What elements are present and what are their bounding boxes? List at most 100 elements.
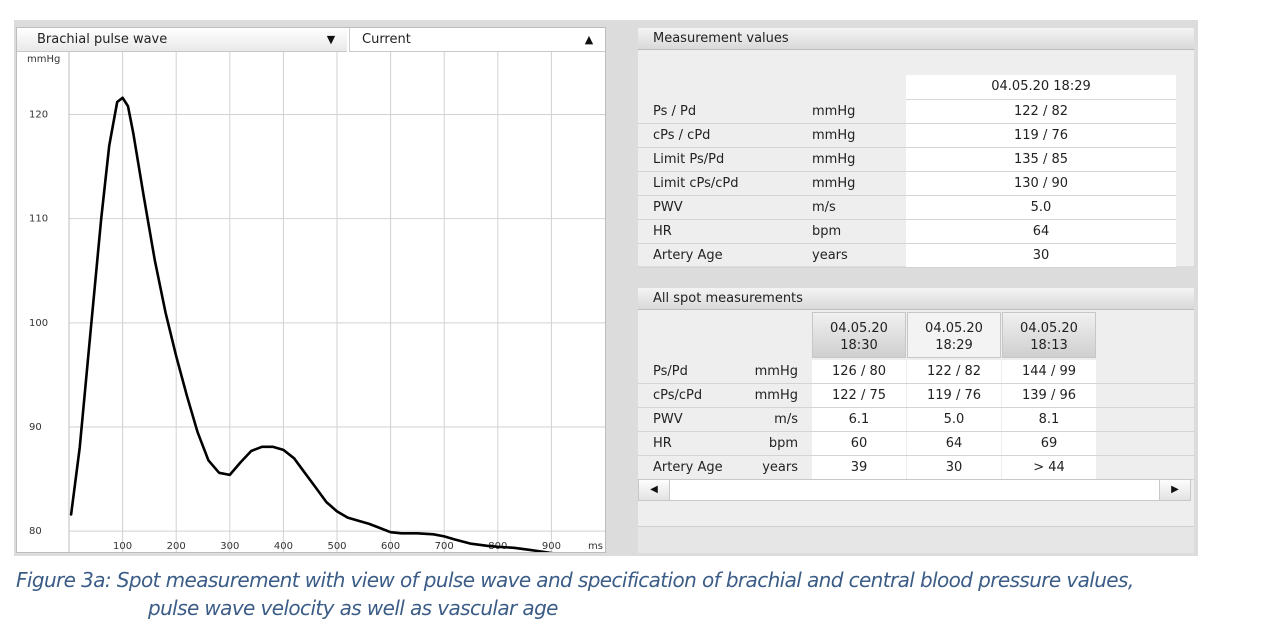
spot-label: cPs/cPd [653, 388, 703, 403]
spot-value: 30 [907, 456, 1001, 479]
chevron-up-icon[interactable]: ▲ [584, 33, 594, 46]
spot-value: 8.1 [1002, 408, 1096, 431]
measurement-date: 04.05.20 18:29 [906, 75, 1176, 100]
column-date: 04.05.20 [925, 321, 983, 336]
spot-unit: mmHg [754, 388, 798, 403]
measurement-label: Limit cPs/cPd [653, 176, 739, 191]
spot-value: 69 [1002, 432, 1096, 455]
spot-value: 126 / 80 [812, 360, 906, 383]
measurement-unit: m/s [812, 200, 836, 215]
spot-label: HR [653, 436, 672, 451]
measurement-row: PWV m/s 5.0 [638, 196, 1176, 220]
measurement-label: Ps / Pd [653, 104, 697, 119]
x-axis-label: ms [588, 541, 603, 552]
spot-value: 122 / 82 [907, 360, 1001, 383]
y-axis-label: mmHg [27, 54, 60, 65]
measurement-unit: bpm [812, 224, 842, 239]
caption-line-1: Figure 3a: Spot measurement with view of… [16, 568, 1134, 592]
spot-column-header[interactable]: 04.05.20 18:29 [907, 312, 1001, 358]
measurement-row: Artery Age years 30 [638, 244, 1176, 268]
pulse-wave-panel: Brachial pulse wave ▼ Current ▲ 80 90 100 1… [16, 27, 606, 553]
spot-label: Artery Age [653, 460, 723, 475]
column-time: 18:13 [1030, 338, 1068, 353]
y-tick-label: 110 [29, 214, 48, 225]
measurement-value: 30 [906, 244, 1176, 267]
x-tick-label: 300 [220, 541, 239, 552]
caption-line-2: pulse wave velocity as well as vascular … [148, 596, 558, 620]
spot-measurements-header: All spot measurements [638, 288, 1194, 310]
measurement-values-header: Measurement values [638, 28, 1194, 50]
measurement-unit: mmHg [812, 176, 856, 191]
spot-unit: m/s [774, 412, 798, 427]
measurement-dropdown[interactable]: Current ▲ [349, 28, 605, 52]
spot-value: 39 [812, 456, 906, 479]
column-time: 18:29 [935, 338, 973, 353]
x-tick-label: 200 [167, 541, 186, 552]
spot-value: 64 [907, 432, 1001, 455]
spot-value: 5.0 [907, 408, 1001, 431]
measurement-value: 119 / 76 [906, 124, 1176, 147]
measurement-value: 135 / 85 [906, 148, 1176, 171]
x-tick-label: 500 [327, 541, 346, 552]
chevron-down-icon[interactable]: ▼ [326, 33, 336, 46]
horizontal-scrollbar[interactable]: ◀ ▶ [638, 479, 1191, 501]
measurement-row: Ps / Pd mmHg 122 / 82 [638, 100, 1176, 124]
spot-value: 119 / 76 [907, 384, 1001, 407]
measurement-value: 64 [906, 220, 1176, 243]
spot-measurements-panel: All spot measurements 04.05.20 18:30 04.05… [638, 288, 1194, 553]
scroll-left-icon[interactable]: ◀ [639, 480, 670, 500]
y-tick-label: 80 [29, 526, 42, 537]
wave-type-dropdown[interactable]: Brachial pulse wave ▼ [17, 28, 347, 52]
pulse-wave-line [69, 96, 554, 552]
x-tick-label: 100 [113, 541, 132, 552]
x-tick-label: 400 [274, 541, 293, 552]
spot-value: 144 / 99 [1002, 360, 1096, 383]
spot-value: 60 [812, 432, 906, 455]
spot-value: 6.1 [812, 408, 906, 431]
scroll-right-icon[interactable]: ▶ [1159, 480, 1190, 500]
spot-column-header[interactable]: 04.05.20 18:30 [812, 312, 906, 358]
measurement-label: Limit Ps/Pd [653, 152, 725, 167]
y-tick-label: 100 [29, 318, 48, 329]
measurement-value: 130 / 90 [906, 172, 1176, 195]
spot-row: cPs/cPd mmHg 122 / 75 119 / 76 139 / 96 [638, 384, 1194, 408]
spot-row: Artery Age years 39 30 > 44 [638, 456, 1194, 480]
spot-unit: mmHg [754, 364, 798, 379]
spot-column-header[interactable]: 04.05.20 18:13 [1002, 312, 1096, 358]
x-tick-label: 900 [542, 541, 561, 552]
column-time: 18:30 [840, 338, 878, 353]
spot-label: Ps/Pd [653, 364, 688, 379]
spot-value: > 44 [1002, 456, 1096, 479]
spot-unit: bpm [768, 436, 798, 451]
spot-value: 139 / 96 [1002, 384, 1096, 407]
x-tick-label: 600 [381, 541, 400, 552]
y-tick-label: 90 [29, 422, 42, 433]
measurement-unit: mmHg [812, 128, 856, 143]
wave-type-value: Brachial pulse wave [37, 32, 168, 47]
measurement-row: Limit Ps/Pd mmHg 135 / 85 [638, 148, 1176, 172]
measurement-label: HR [653, 224, 672, 239]
measurement-unit: years [812, 248, 848, 263]
spot-row: Ps/Pd mmHg 126 / 80 122 / 82 144 / 99 [638, 360, 1194, 384]
spot-value: 122 / 75 [812, 384, 906, 407]
measurement-unit: mmHg [812, 152, 856, 167]
measurement-label: cPs / cPd [653, 128, 711, 143]
spot-label: PWV [653, 412, 683, 427]
measurement-values-panel: Measurement values 04.05.20 18:29 Ps / P… [638, 28, 1194, 268]
measurement-value: 5.0 [906, 196, 1176, 219]
spot-unit: years [762, 460, 798, 475]
column-date: 04.05.20 [830, 321, 888, 336]
x-tick-label: 700 [435, 541, 454, 552]
spot-row: PWV m/s 6.1 5.0 8.1 [638, 408, 1194, 432]
measurement-label: Artery Age [653, 248, 723, 263]
spot-row: HR bpm 60 64 69 [638, 432, 1194, 456]
measurement-unit: mmHg [812, 104, 856, 119]
measurement-row: Limit cPs/cPd mmHg 130 / 90 [638, 172, 1176, 196]
measurement-label: PWV [653, 200, 683, 215]
measurement-row: cPs / cPd mmHg 119 / 76 [638, 124, 1176, 148]
figure-caption: Figure 3a: Spot measurement with view of… [16, 566, 1196, 622]
measurement-value: 122 / 82 [906, 100, 1176, 123]
column-date: 04.05.20 [1020, 321, 1078, 336]
panel-footer [638, 526, 1194, 553]
